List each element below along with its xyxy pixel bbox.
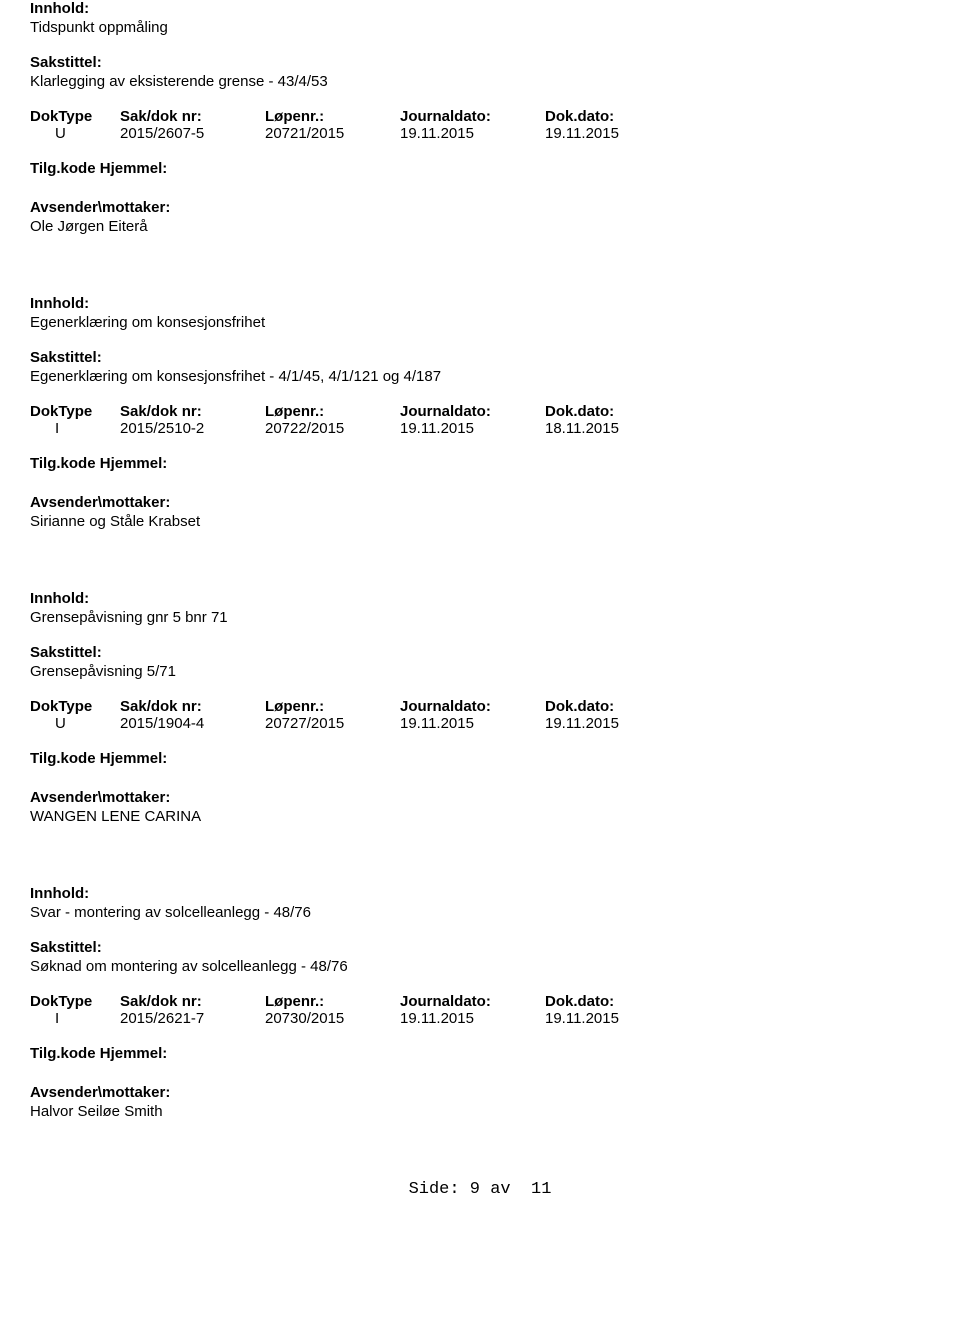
doktype-value: I [30,420,120,437]
saknr-value: 2015/1904-4 [120,715,265,732]
dokdato-header: Dok.dato: [545,993,675,1010]
dokdato-header: Dok.dato: [545,403,675,420]
saknr-value: 2015/2621-7 [120,1010,265,1027]
tilgkode-row: Tilg.kode Hjemmel: [30,1045,930,1062]
avsender-value: Sirianne og Ståle Krabset [30,513,930,530]
sakstittel-label: Sakstittel: [30,54,930,71]
doktype-header: DokType [30,403,120,420]
hjemmel-label: Hjemmel: [100,1045,168,1062]
av-label: av [490,1180,510,1199]
journaldato-value: 19.11.2015 [400,420,545,437]
sakstittel-value: Klarlegging av eksisterende grense - 43/… [30,73,930,90]
tilgkode-row: Tilg.kode Hjemmel: [30,750,930,767]
dokdato-value: 19.11.2015 [545,125,675,142]
avsender-value: Ole Jørgen Eiterå [30,218,930,235]
innhold-value: Svar - montering av solcelleanlegg - 48/… [30,904,930,921]
tilgkode-row: Tilg.kode Hjemmel: [30,160,930,177]
tilgkode-label: Tilg.kode [30,750,96,767]
doktype-header: DokType [30,993,120,1010]
sakstittel-label: Sakstittel: [30,644,930,661]
sakstittel-value: Søknad om montering av solcelleanlegg - … [30,958,930,975]
saknr-header: Sak/dok nr: [120,403,265,420]
innhold-value: Tidspunkt oppmåling [30,19,930,36]
tilgkode-label: Tilg.kode [30,160,96,177]
doktype-value: I [30,1010,120,1027]
dokdato-value: 19.11.2015 [545,1010,675,1027]
tilgkode-label: Tilg.kode [30,1045,96,1062]
doktype-value: U [30,125,120,142]
dokdato-value: 19.11.2015 [545,715,675,732]
innhold-value: Grensepåvisning gnr 5 bnr 71 [30,609,930,626]
hjemmel-label: Hjemmel: [100,160,168,177]
lopenr-header: Løpenr.: [265,108,400,125]
column-values: U 2015/2607-5 20721/2015 19.11.2015 19.1… [30,125,930,142]
sakstittel-value: Grensepåvisning 5/71 [30,663,930,680]
journal-record: Innhold: Svar - montering av solcelleanl… [30,885,930,1120]
lopenr-header: Løpenr.: [265,403,400,420]
journaldato-value: 19.11.2015 [400,125,545,142]
page-current: 9 [470,1180,480,1199]
innhold-label: Innhold: [30,885,930,902]
column-headers: DokType Sak/dok nr: Løpenr.: Journaldato… [30,698,930,715]
journal-record: Innhold: Tidspunkt oppmåling Sakstittel:… [30,0,930,235]
saknr-header: Sak/dok nr: [120,698,265,715]
journal-record: Innhold: Egenerklæring om konsesjonsfrih… [30,295,930,530]
doktype-header: DokType [30,698,120,715]
journaldato-value: 19.11.2015 [400,715,545,732]
avsender-value: WANGEN LENE CARINA [30,808,930,825]
journal-record: Innhold: Grensepåvisning gnr 5 bnr 71 Sa… [30,590,930,825]
hjemmel-label: Hjemmel: [100,455,168,472]
sakstittel-label: Sakstittel: [30,939,930,956]
doktype-header: DokType [30,108,120,125]
innhold-label: Innhold: [30,295,930,312]
page-footer: Side: 9 av 11 [30,1180,930,1199]
journaldato-header: Journaldato: [400,698,545,715]
sakstittel-label: Sakstittel: [30,349,930,366]
saknr-value: 2015/2510-2 [120,420,265,437]
dokdato-value: 18.11.2015 [545,420,675,437]
innhold-value: Egenerklæring om konsesjonsfrihet [30,314,930,331]
column-values: U 2015/1904-4 20727/2015 19.11.2015 19.1… [30,715,930,732]
avsender-label: Avsender\mottaker: [30,1084,930,1101]
page-total: 11 [531,1180,551,1199]
journaldato-header: Journaldato: [400,108,545,125]
innhold-label: Innhold: [30,590,930,607]
tilgkode-label: Tilg.kode [30,455,96,472]
avsender-label: Avsender\mottaker: [30,494,930,511]
avsender-value: Halvor Seiløe Smith [30,1103,930,1120]
journaldato-value: 19.11.2015 [400,1010,545,1027]
innhold-label: Innhold: [30,0,930,17]
side-label: Side: [409,1180,460,1199]
hjemmel-label: Hjemmel: [100,750,168,767]
journaldato-header: Journaldato: [400,993,545,1010]
saknr-value: 2015/2607-5 [120,125,265,142]
sakstittel-value: Egenerklæring om konsesjonsfrihet - 4/1/… [30,368,930,385]
lopenr-value: 20721/2015 [265,125,400,142]
document-page: Innhold: Tidspunkt oppmåling Sakstittel:… [0,0,960,1239]
lopenr-header: Løpenr.: [265,993,400,1010]
column-values: I 2015/2510-2 20722/2015 19.11.2015 18.1… [30,420,930,437]
saknr-header: Sak/dok nr: [120,993,265,1010]
journaldato-header: Journaldato: [400,403,545,420]
tilgkode-row: Tilg.kode Hjemmel: [30,455,930,472]
lopenr-value: 20727/2015 [265,715,400,732]
doktype-value: U [30,715,120,732]
dokdato-header: Dok.dato: [545,108,675,125]
lopenr-value: 20730/2015 [265,1010,400,1027]
column-headers: DokType Sak/dok nr: Løpenr.: Journaldato… [30,993,930,1010]
avsender-label: Avsender\mottaker: [30,789,930,806]
saknr-header: Sak/dok nr: [120,108,265,125]
column-headers: DokType Sak/dok nr: Løpenr.: Journaldato… [30,403,930,420]
column-values: I 2015/2621-7 20730/2015 19.11.2015 19.1… [30,1010,930,1027]
column-headers: DokType Sak/dok nr: Løpenr.: Journaldato… [30,108,930,125]
dokdato-header: Dok.dato: [545,698,675,715]
lopenr-header: Løpenr.: [265,698,400,715]
avsender-label: Avsender\mottaker: [30,199,930,216]
lopenr-value: 20722/2015 [265,420,400,437]
